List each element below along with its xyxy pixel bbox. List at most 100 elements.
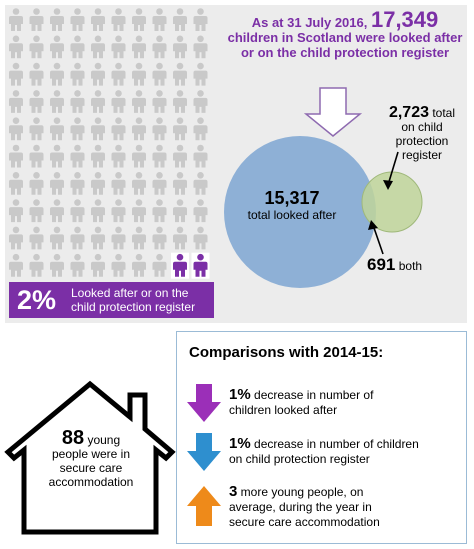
cp-text-2: on child — [401, 120, 443, 134]
person-icon — [9, 35, 23, 59]
people-grid — [9, 8, 210, 279]
person-icon — [70, 144, 85, 168]
person-icon — [111, 117, 126, 141]
person-icon — [173, 90, 187, 113]
person-icon — [193, 226, 208, 250]
person-icon — [193, 8, 208, 31]
looked-after-label: 15,317 total looked after — [232, 188, 352, 222]
headline-suffix: children in Scotland were looked after o… — [227, 30, 463, 60]
person-icon — [29, 253, 44, 277]
person-icon — [193, 62, 208, 86]
person-icon — [132, 90, 146, 113]
person-icon — [173, 62, 187, 86]
person-icon — [173, 35, 187, 59]
person-icon — [50, 62, 64, 86]
comparison-3-bold: 3 — [229, 483, 238, 500]
person-icon — [132, 117, 146, 141]
person-icon — [132, 253, 146, 277]
cp-value: 2,723 — [388, 104, 429, 121]
person-icon — [70, 62, 85, 86]
person-icon — [50, 226, 64, 250]
both-pointer-icon — [372, 224, 384, 255]
person-icon — [70, 199, 85, 223]
stat-text: Looked after or on the child protection … — [71, 286, 196, 314]
person-icon — [152, 62, 167, 86]
person-icon — [29, 35, 44, 59]
house-icon — [4, 380, 176, 535]
person-icon — [111, 172, 126, 195]
person-icon — [91, 226, 105, 250]
person-icon — [9, 62, 23, 86]
comparison-item-1: 1% decrease in number of children looked… — [229, 387, 459, 418]
person-icon — [132, 62, 146, 86]
person-icon — [29, 117, 44, 141]
arrow-down-icon — [187, 384, 221, 422]
comparison-2-bold: 1% — [229, 435, 251, 452]
person-icon — [70, 172, 85, 195]
person-icon — [111, 253, 126, 277]
stat-banner: 2% Looked after or on the child protecti… — [9, 282, 214, 318]
person-icon — [29, 226, 44, 250]
person-icon — [91, 90, 105, 113]
looked-after-value: 15,317 — [264, 188, 320, 208]
house-text-4: accommodation — [48, 475, 134, 489]
person-icon — [91, 253, 105, 277]
person-icon — [50, 8, 64, 31]
person-icon — [173, 8, 187, 31]
headline: As at 31 July 2016, 17,349 children in S… — [225, 9, 465, 61]
venn-diagram — [224, 87, 423, 288]
person-icon — [152, 253, 167, 277]
looked-after-text: total looked after — [247, 208, 337, 222]
person-icon — [70, 117, 85, 141]
cp-text-4: register — [401, 148, 442, 162]
person-icon — [191, 252, 210, 279]
person-icon — [50, 117, 64, 141]
person-icon — [91, 144, 105, 168]
person-icon — [152, 199, 167, 223]
both-text: both — [398, 259, 423, 273]
person-icon — [171, 252, 189, 279]
person-icon — [9, 172, 23, 195]
person-icon — [193, 199, 208, 223]
headline-total: 17,349 — [370, 7, 439, 32]
looked-after-circle — [224, 136, 376, 288]
person-icon — [70, 8, 85, 31]
person-icon — [193, 90, 208, 113]
person-icon — [173, 226, 187, 250]
person-icon — [70, 226, 85, 250]
cp-text-1: total — [432, 106, 456, 120]
person-icon — [132, 35, 146, 59]
comparison-3-text-3: secure care accommodation — [229, 515, 380, 529]
person-icon — [91, 35, 105, 59]
person-icon — [193, 35, 208, 59]
person-icon — [70, 35, 85, 59]
person-icon — [152, 117, 167, 141]
person-icon — [29, 144, 44, 168]
person-icon — [111, 35, 126, 59]
person-icon — [132, 199, 146, 223]
person-icon — [152, 8, 167, 31]
person-icon — [152, 226, 167, 250]
person-icon — [70, 90, 85, 113]
person-icon — [70, 253, 85, 277]
person-icon — [9, 144, 23, 168]
person-icon — [111, 226, 126, 250]
cp-text-3: protection — [395, 134, 449, 148]
person-icon — [91, 172, 105, 195]
person-icon — [29, 90, 44, 113]
person-icon — [111, 90, 126, 113]
comparison-1-text-1: decrease in number of — [250, 388, 374, 402]
cp-pointer-icon — [387, 151, 399, 186]
person-icon — [50, 172, 64, 195]
person-icon — [152, 144, 167, 168]
person-icon — [91, 117, 105, 141]
person-icon — [50, 199, 64, 223]
person-icon — [9, 8, 23, 31]
person-icon — [91, 62, 105, 86]
person-icon — [152, 35, 167, 59]
person-icon — [29, 199, 44, 223]
cp-total-label: 2,723 total on child protection register — [372, 104, 472, 163]
person-icon — [152, 172, 167, 195]
person-icon — [111, 199, 126, 223]
person-icon — [173, 172, 187, 195]
